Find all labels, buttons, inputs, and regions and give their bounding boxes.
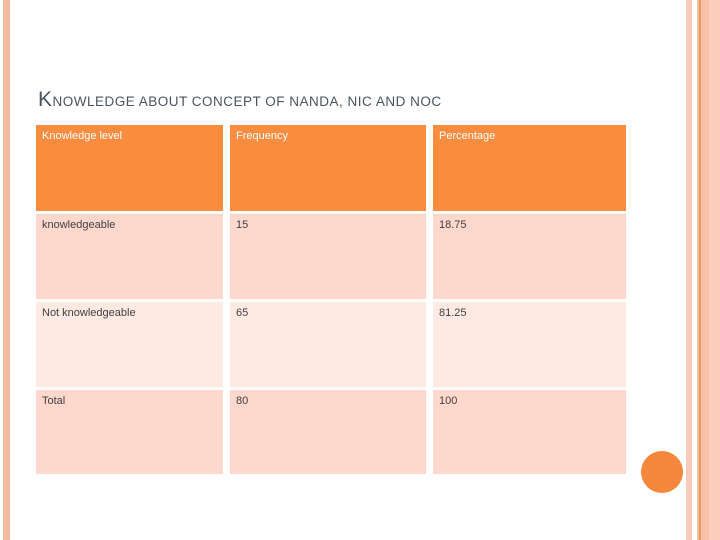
right-stripe-5: [709, 0, 720, 540]
knowledge-table: Knowledge level Frequency Percentage kno…: [36, 125, 626, 474]
accent-circle: [641, 451, 683, 493]
slide-title: KNOWLEDGE ABOUT CONCEPT OF NANDA, NIC AN…: [38, 88, 442, 111]
table-header-percentage: Percentage: [433, 125, 626, 211]
right-stripe-3: [699, 0, 701, 540]
table-header-frequency: Frequency: [230, 125, 426, 211]
table-cell-row1-frequency: 15: [230, 214, 426, 299]
table-cell-row1-percentage: 18.75: [433, 214, 626, 299]
right-stripe-2: [697, 0, 699, 540]
table-cell-row1-label: knowledgeable: [36, 214, 223, 299]
table-header-knowledge-level: Knowledge level: [36, 125, 223, 211]
table-cell-row2-frequency: 65: [230, 302, 426, 387]
table-cell-row2-label: Not knowledgeable: [36, 302, 223, 387]
table-cell-row3-percentage: 100: [433, 390, 626, 474]
table-cell-row2-percentage: 81.25: [433, 302, 626, 387]
right-stripe-1: [686, 0, 692, 540]
left-accent-bar: [3, 0, 10, 540]
right-stripe-4: [701, 0, 709, 540]
table-cell-row3-label: Total: [36, 390, 223, 474]
table-cell-row3-frequency: 80: [230, 390, 426, 474]
